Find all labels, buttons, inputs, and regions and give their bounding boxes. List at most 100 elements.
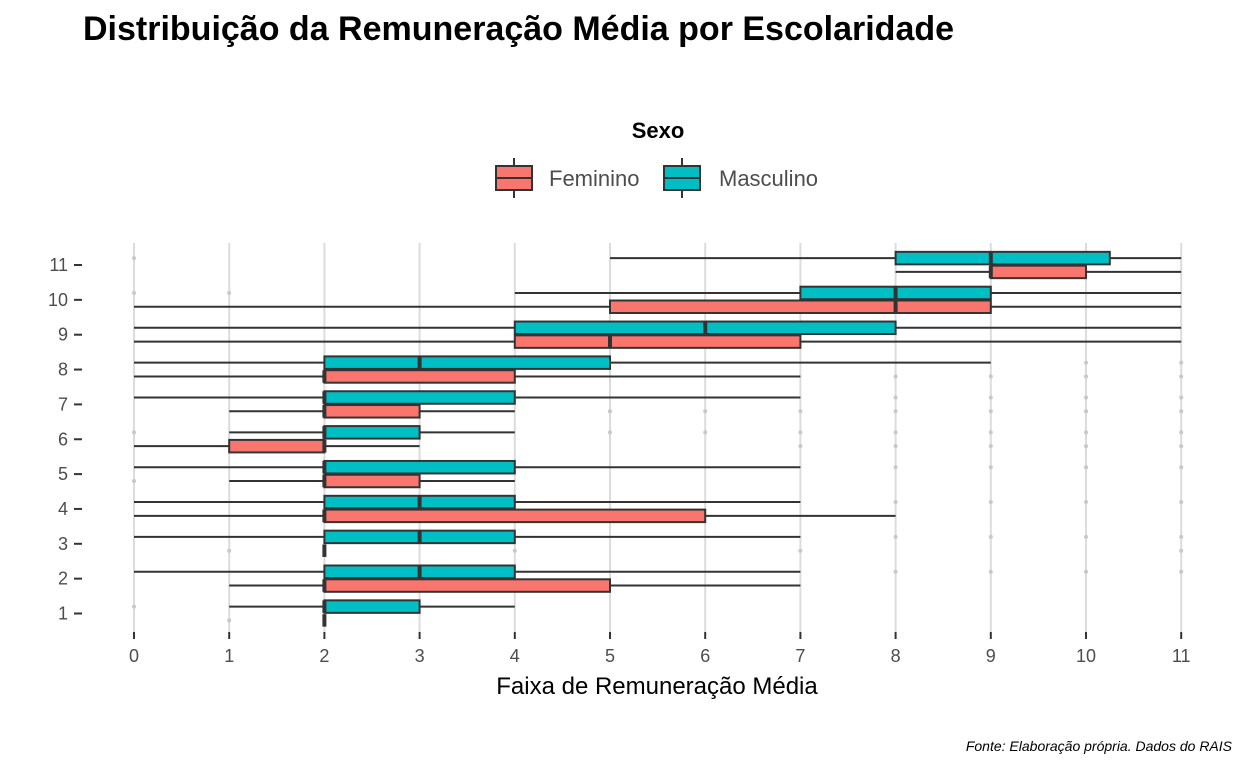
box-masculino-cat-8 bbox=[323, 355, 611, 370]
x-tick-label-3: 3 bbox=[415, 646, 425, 666]
box-masculino-cat-4-outlier-1 bbox=[988, 500, 993, 505]
y-tick-label-6: 6 bbox=[58, 429, 68, 449]
box-masculino-cat-1-outlier-0 bbox=[132, 604, 136, 609]
box-masculino-cat-6-outlier-4 bbox=[893, 430, 898, 435]
box-masculino-cat-7 bbox=[323, 390, 516, 405]
x-tick-label-1: 1 bbox=[224, 646, 234, 666]
y-tick-label-8: 8 bbox=[58, 360, 68, 380]
box-feminino-cat-3-outlier-3 bbox=[1179, 548, 1184, 553]
y-tick-label-1: 1 bbox=[58, 604, 68, 624]
box-feminino-cat-5-outlier-0 bbox=[132, 479, 136, 483]
box-feminino-cat-7-outlier-0 bbox=[608, 409, 612, 414]
box-masculino-cat-3-outlier-0 bbox=[893, 534, 898, 539]
box-masculino-cat-5-outlier-1 bbox=[988, 465, 993, 470]
box-masculino-cat-3-outlier-2 bbox=[1084, 534, 1088, 539]
y-tick-label-3: 3 bbox=[58, 534, 68, 554]
box-masculino-cat-2-outlier-3 bbox=[1179, 569, 1184, 574]
box-feminino-cat-7-outlier-1 bbox=[703, 409, 708, 414]
box-masculino-cat-5 bbox=[323, 459, 516, 475]
box-masculino-cat-2-outlier-1 bbox=[988, 569, 993, 574]
x-tick-label-4: 4 bbox=[510, 646, 520, 666]
box-feminino-cat-8-outlier-3 bbox=[1179, 374, 1184, 379]
box-feminino-cat-9 bbox=[513, 334, 802, 349]
legend-title: Sexo bbox=[632, 118, 685, 143]
x-tick-label-11: 11 bbox=[1172, 646, 1191, 666]
box-feminino-cat-6-outlier-2 bbox=[988, 444, 993, 449]
box-masculino-cat-11-outlier-0 bbox=[132, 256, 136, 261]
box-feminino-cat-8 bbox=[323, 369, 516, 384]
box-masculino-cat-7-outlier-3 bbox=[1179, 395, 1184, 400]
box-masculino-cat-4-outlier-3 bbox=[1179, 500, 1184, 505]
box-feminino-cat-8-outlier-2 bbox=[1084, 374, 1088, 379]
box-feminino-cat-2 bbox=[323, 578, 611, 593]
box-masculino-cat-8-outlier-0 bbox=[1084, 360, 1088, 365]
box-feminino-cat-8-outlier-0 bbox=[893, 374, 898, 379]
box-feminino-cat-5 bbox=[323, 473, 421, 489]
box-masculino-cat-8-outlier-1 bbox=[1179, 360, 1184, 365]
box-masculino-cat-6-outlier-6 bbox=[1084, 430, 1088, 435]
box-feminino-cat-6-outlier-3 bbox=[1084, 444, 1088, 449]
x-tick-label-8: 8 bbox=[891, 646, 901, 666]
x-tick-label-2: 2 bbox=[319, 646, 329, 666]
box-masculino-cat-10-outlier-1 bbox=[227, 290, 232, 295]
x-tick-label-5: 5 bbox=[605, 646, 615, 666]
box-feminino-cat-6-outlier-0 bbox=[798, 444, 803, 449]
box-masculino-cat-6-outlier-3 bbox=[798, 430, 803, 435]
legend-item-masculino: Masculino bbox=[663, 158, 818, 198]
box-masculino-cat-5-outlier-3 bbox=[1179, 465, 1184, 470]
box-feminino-cat-4 bbox=[323, 508, 707, 524]
box-masculino-cat-6-outlier-7 bbox=[1179, 430, 1184, 435]
box-masculino-cat-11 bbox=[894, 250, 1111, 266]
x-axis: 0 1 2 3 4 5 6 7 8 9 10 11 bbox=[129, 632, 1191, 666]
box-feminino-cat-8-outlier-1 bbox=[988, 374, 993, 379]
box-feminino-cat-1-outlier-0 bbox=[227, 618, 232, 623]
legend: Sexo Feminino Masculino bbox=[495, 118, 818, 198]
x-axis-title: Faixa de Remuneração Média bbox=[496, 673, 818, 700]
box-masculino-cat-10-outlier-0 bbox=[132, 290, 136, 295]
box-feminino-cat-11 bbox=[989, 264, 1087, 280]
y-tick-label-2: 2 bbox=[58, 569, 68, 589]
plot-area bbox=[132, 250, 1184, 627]
legend-label-masculino: Masculino bbox=[719, 166, 818, 191]
box-feminino-cat-7-outlier-4 bbox=[988, 409, 993, 414]
box-masculino-cat-4-outlier-2 bbox=[1084, 500, 1088, 505]
box-masculino-cat-3-outlier-1 bbox=[988, 534, 993, 539]
x-tick-label-0: 0 bbox=[129, 646, 139, 666]
y-tick-label-7: 7 bbox=[58, 394, 68, 414]
box-feminino-cat-6 bbox=[228, 438, 326, 454]
y-tick-label-5: 5 bbox=[58, 464, 68, 484]
box-feminino-cat-3-outlier-2 bbox=[798, 548, 803, 553]
box-feminino-cat-6-outlier-1 bbox=[893, 444, 898, 449]
x-tick-label-9: 9 bbox=[986, 646, 996, 666]
x-tick-label-10: 10 bbox=[1076, 646, 1096, 666]
box-masculino-cat-3-outlier-3 bbox=[1179, 534, 1184, 539]
y-tick-label-9: 9 bbox=[58, 325, 68, 345]
box-feminino-cat-3-outlier-1 bbox=[512, 548, 517, 553]
chart-caption: Fonte: Elaboração própria. Dados do RAIS bbox=[966, 738, 1233, 754]
box-masculino-cat-2-outlier-0 bbox=[893, 569, 898, 574]
box-feminino-cat-7-outlier-2 bbox=[798, 409, 803, 414]
box-masculino-cat-5-outlier-0 bbox=[893, 465, 898, 470]
box-feminino-cat-7 bbox=[323, 404, 421, 419]
box-feminino-cat-7-outlier-3 bbox=[893, 409, 898, 414]
y-tick-label-11: 11 bbox=[49, 255, 68, 275]
box-masculino-cat-6-outlier-0 bbox=[132, 430, 136, 435]
x-tick-label-6: 6 bbox=[700, 646, 710, 666]
box-masculino-cat-6-outlier-2 bbox=[703, 430, 708, 435]
box-feminino-cat-3-outlier-0 bbox=[227, 548, 232, 553]
y-axis: 1 2 3 4 5 6 7 8 9 10 11 bbox=[48, 255, 82, 624]
box-feminino-cat-10 bbox=[609, 299, 992, 314]
box-masculino-cat-6 bbox=[323, 425, 421, 440]
box-feminino-cat-7-outlier-6 bbox=[1179, 409, 1184, 414]
box-masculino-cat-7-outlier-0 bbox=[893, 395, 898, 400]
box-masculino-cat-7-outlier-2 bbox=[1084, 395, 1088, 400]
x-tick-label-7: 7 bbox=[795, 646, 805, 666]
box-masculino-cat-5-outlier-2 bbox=[1084, 465, 1088, 470]
box-masculino-cat-2-outlier-2 bbox=[1084, 569, 1088, 574]
y-tick-label-10: 10 bbox=[48, 290, 68, 310]
legend-label-feminino: Feminino bbox=[549, 166, 639, 191]
box-masculino-cat-4-outlier-0 bbox=[893, 500, 898, 505]
box-masculino-cat-7-outlier-1 bbox=[988, 395, 993, 400]
